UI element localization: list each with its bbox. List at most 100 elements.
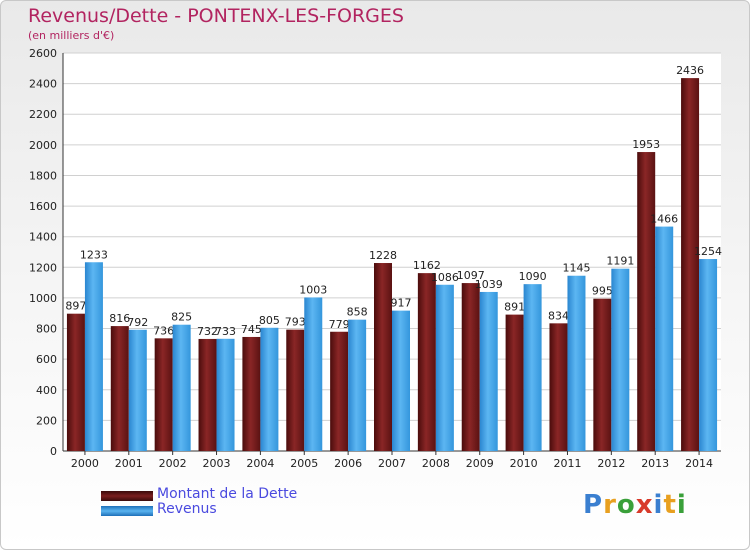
x-tick-label: 2008 (422, 457, 450, 470)
bar-revenus (567, 275, 586, 451)
bar-dette (198, 338, 217, 451)
x-tick-label: 2013 (641, 457, 669, 470)
x-tick-label: 2012 (597, 457, 625, 470)
data-label-dette: 834 (548, 309, 569, 322)
data-label-revenus: 1090 (519, 270, 547, 283)
x-tick-label: 2003 (203, 457, 231, 470)
data-label-dette: 897 (65, 300, 86, 313)
y-tick-label: 1800 (29, 169, 57, 182)
data-label-dette: 793 (285, 316, 306, 329)
data-label-revenus: 858 (347, 306, 368, 319)
logo-letter: P (583, 490, 604, 520)
bar-revenus (348, 319, 367, 451)
x-tick-label: 2014 (685, 457, 713, 470)
bar-revenus (260, 327, 279, 451)
data-label-revenus: 1086 (431, 271, 459, 284)
legend-label-dette: Montant de la Dette (157, 486, 298, 502)
data-label-dette: 732 (197, 325, 218, 338)
bar-dette (549, 323, 568, 451)
bar-revenus (523, 284, 542, 451)
bar-dette (593, 298, 612, 451)
x-tick-label: 2002 (159, 457, 187, 470)
bar-dette (286, 329, 305, 451)
data-label-dette: 891 (504, 301, 525, 314)
bar-revenus (84, 262, 103, 451)
data-label-revenus: 733 (215, 325, 236, 338)
x-tick-label: 2005 (290, 457, 318, 470)
bar-dette (374, 263, 392, 451)
x-tick-label: 2001 (115, 457, 143, 470)
bar-revenus (216, 338, 235, 451)
y-tick-label: 800 (36, 323, 57, 336)
data-label-dette: 816 (109, 312, 130, 325)
data-label-dette: 1162 (413, 259, 441, 272)
bar-dette (681, 78, 700, 451)
chart-title: Revenus/Dette - PONTENX-LES-FORGES (28, 5, 404, 27)
data-label-revenus: 825 (171, 311, 192, 324)
logo-letter: t (663, 490, 677, 520)
data-label-revenus: 805 (259, 314, 280, 327)
y-tick-label: 2600 (29, 47, 57, 60)
x-tick-label: 2010 (510, 457, 538, 470)
y-tick-label: 2000 (29, 139, 57, 152)
bar-dette (154, 338, 173, 451)
data-label-revenus: 1254 (694, 245, 722, 258)
chart-subtitle: (en milliers d'€) (28, 29, 115, 42)
x-tick-label: 2004 (246, 457, 274, 470)
data-label-revenus: 917 (391, 297, 412, 310)
y-tick-label: 1000 (29, 292, 57, 305)
data-label-dette: 2436 (676, 64, 704, 77)
data-label-dette: 1097 (457, 269, 485, 282)
x-tick-label: 2009 (466, 457, 494, 470)
data-label-dette: 736 (153, 324, 174, 337)
proxiti-logo: Proxiti (583, 490, 687, 520)
bar-dette (461, 283, 480, 451)
data-label-dette: 995 (592, 285, 613, 298)
x-tick-label: 2006 (334, 457, 362, 470)
bar-revenus (128, 329, 147, 451)
x-tick-label: 2000 (71, 457, 99, 470)
logo-letter: r (603, 490, 617, 520)
y-tick-label: 400 (36, 384, 57, 397)
bar-revenus (304, 297, 323, 451)
bar-revenus (172, 324, 191, 451)
bar-dette (330, 331, 349, 451)
logo-letter: i (653, 490, 664, 520)
logo-letter: o (616, 490, 636, 520)
bar-revenus (699, 259, 718, 451)
data-label-dette: 1953 (632, 138, 660, 151)
bar-dette (110, 326, 129, 451)
y-tick-label: 1600 (29, 200, 57, 213)
y-tick-label: 600 (36, 353, 57, 366)
bar-dette (242, 336, 261, 451)
data-label-revenus: 1233 (80, 248, 108, 261)
bar-revenus (479, 291, 498, 451)
data-label-revenus: 1039 (475, 278, 503, 291)
data-label-dette: 1228 (369, 249, 397, 262)
data-label-revenus: 792 (127, 316, 148, 329)
y-tick-label: 2400 (29, 78, 57, 91)
bar-dette (637, 152, 656, 451)
legend-label-revenus: Revenus (157, 501, 217, 517)
bar-revenus (392, 310, 410, 451)
bar-dette (66, 313, 85, 451)
y-tick-label: 200 (36, 414, 57, 427)
y-tick-label: 1200 (29, 261, 57, 274)
y-tick-label: 2200 (29, 108, 57, 121)
legend-swatch-revenus (101, 506, 153, 516)
x-tick-label: 2011 (553, 457, 581, 470)
y-tick-label: 0 (50, 445, 57, 458)
data-label-dette: 779 (329, 318, 350, 331)
bar-dette (505, 314, 524, 451)
logo-letter: i (676, 490, 687, 520)
x-tick-label: 2007 (378, 457, 406, 470)
data-label-dette: 745 (241, 323, 262, 336)
data-label-revenus: 1466 (650, 213, 678, 226)
y-tick-label: 1400 (29, 231, 57, 244)
bar-revenus (611, 268, 630, 451)
data-label-revenus: 1191 (606, 255, 634, 268)
data-label-revenus: 1145 (562, 262, 590, 275)
logo-letter: x (635, 490, 654, 520)
